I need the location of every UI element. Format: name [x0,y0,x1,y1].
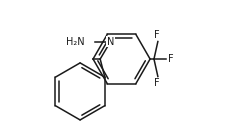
Text: F: F [168,54,173,64]
Text: N: N [107,37,114,47]
Text: H₂N: H₂N [66,37,85,47]
Text: F: F [154,30,160,40]
Text: F: F [154,78,160,88]
